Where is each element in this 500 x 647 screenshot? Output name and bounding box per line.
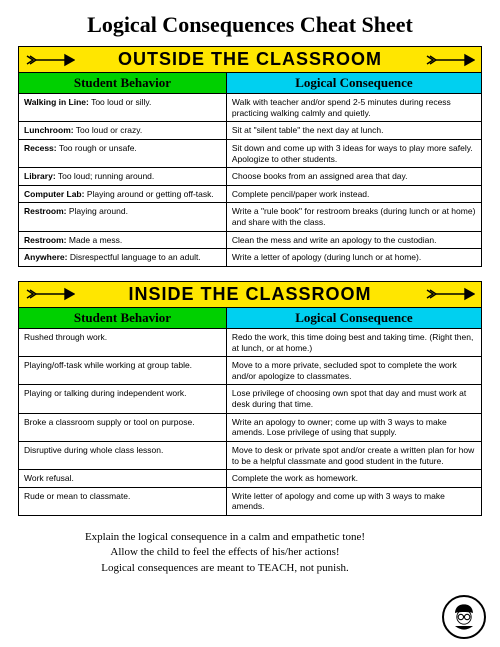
consequence-cell: Sit down and come up with 3 ideas for wa… (227, 140, 481, 167)
outside-rows: Walking in Line: Too loud or silly.Walk … (19, 94, 481, 266)
table-row: Computer Lab: Playing around or getting … (19, 186, 481, 204)
table-row: Library: Too loud; running around.Choose… (19, 168, 481, 186)
behavior-cell: Recess: Too rough or unsafe. (19, 140, 227, 167)
outside-banner-title: OUTSIDE THE CLASSROOM (118, 49, 382, 70)
consequence-cell: Lose privilege of choosing own spot that… (227, 385, 481, 412)
behavior-cell: Lunchroom: Too loud or crazy. (19, 122, 227, 139)
inside-section: INSIDE THE CLASSROOM Student Behavior Lo… (18, 281, 482, 516)
col-header-behavior: Student Behavior (19, 73, 227, 94)
table-row: Rude or mean to classmate.Write letter o… (19, 488, 481, 515)
table-row: Playing/off-task while working at group … (19, 357, 481, 385)
col-header-behavior: Student Behavior (19, 308, 227, 329)
footer-line3: Logical consequences are meant to TEACH,… (18, 561, 432, 576)
outside-section: OUTSIDE THE CLASSROOM Student Behavior L… (18, 46, 482, 267)
consequence-cell: Write an apology to owner; come up with … (227, 414, 481, 441)
behavior-cell: Restroom: Playing around. (19, 203, 227, 230)
arrow-left-icon (25, 53, 75, 67)
arrow-right-icon (425, 287, 475, 301)
consequence-cell: Move to a more private, secluded spot to… (227, 357, 481, 384)
behavior-cell: Rushed through work. (19, 329, 227, 356)
arrow-left-icon (25, 287, 75, 301)
behavior-cell: Restroom: Made a mess. (19, 232, 227, 249)
behavior-cell: Walking in Line: Too loud or silly. (19, 94, 227, 121)
inside-rows: Rushed through work.Redo the work, this … (19, 329, 481, 515)
footer-line1: Explain the logical consequence in a cal… (18, 530, 432, 545)
table-row: Walking in Line: Too loud or silly.Walk … (19, 94, 481, 122)
consequence-cell: Redo the work, this time doing best and … (227, 329, 481, 356)
consequence-cell: Write a letter of apology (during lunch … (227, 249, 481, 266)
col-header-consequence: Logical Consequence (227, 73, 481, 94)
col-header-consequence: Logical Consequence (227, 308, 481, 329)
consequence-cell: Walk with teacher and/or spend 2-5 minut… (227, 94, 481, 121)
table-row: Disruptive during whole class lesson.Mov… (19, 442, 481, 470)
outside-banner: OUTSIDE THE CLASSROOM (19, 47, 481, 73)
table-row: Anywhere: Disrespectful language to an a… (19, 249, 481, 266)
consequence-cell: Sit at "silent table" the next day at lu… (227, 122, 481, 139)
consequence-cell: Move to desk or private spot and/or crea… (227, 442, 481, 469)
behavior-cell: Disruptive during whole class lesson. (19, 442, 227, 469)
behavior-cell: Computer Lab: Playing around or getting … (19, 186, 227, 203)
consequence-cell: Complete pencil/paper work instead. (227, 186, 481, 203)
behavior-cell: Anywhere: Disrespectful language to an a… (19, 249, 227, 266)
table-row: Broke a classroom supply or tool on purp… (19, 414, 481, 442)
consequence-cell: Write letter of apology and come up with… (227, 488, 481, 515)
table-row: Rushed through work.Redo the work, this … (19, 329, 481, 357)
consequence-cell: Clean the mess and write an apology to t… (227, 232, 481, 249)
behavior-cell: Playing or talking during independent wo… (19, 385, 227, 412)
page-title: Logical Consequences Cheat Sheet (18, 12, 482, 38)
behavior-cell: Rude or mean to classmate. (19, 488, 227, 515)
behavior-cell: Work refusal. (19, 470, 227, 487)
footer-text: Explain the logical consequence in a cal… (18, 530, 482, 576)
behavior-cell: Library: Too loud; running around. (19, 168, 227, 185)
arrow-right-icon (425, 53, 475, 67)
inside-column-headers: Student Behavior Logical Consequence (19, 308, 481, 329)
behavior-cell: Playing/off-task while working at group … (19, 357, 227, 384)
table-row: Restroom: Playing around.Write a "rule b… (19, 203, 481, 231)
inside-banner-title: INSIDE THE CLASSROOM (128, 284, 371, 305)
consequence-cell: Choose books from an assigned area that … (227, 168, 481, 185)
teacher-logo-icon (442, 595, 486, 639)
footer-line2: Allow the child to feel the effects of h… (18, 545, 432, 560)
table-row: Recess: Too rough or unsafe.Sit down and… (19, 140, 481, 168)
table-row: Restroom: Made a mess.Clean the mess and… (19, 232, 481, 250)
behavior-cell: Broke a classroom supply or tool on purp… (19, 414, 227, 441)
consequence-cell: Complete the work as homework. (227, 470, 481, 487)
consequence-cell: Write a "rule book" for restroom breaks … (227, 203, 481, 230)
outside-column-headers: Student Behavior Logical Consequence (19, 73, 481, 94)
table-row: Playing or talking during independent wo… (19, 385, 481, 413)
table-row: Lunchroom: Too loud or crazy.Sit at "sil… (19, 122, 481, 140)
table-row: Work refusal.Complete the work as homewo… (19, 470, 481, 488)
inside-banner: INSIDE THE CLASSROOM (19, 282, 481, 308)
